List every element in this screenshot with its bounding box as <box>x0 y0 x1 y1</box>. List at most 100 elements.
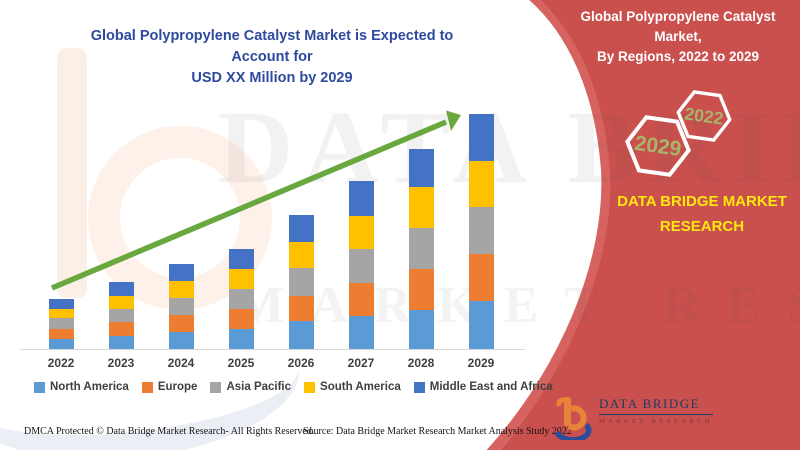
bar-segment <box>168 264 194 281</box>
legend-swatch <box>304 381 316 393</box>
legend-swatch <box>34 381 45 393</box>
bar-segment <box>288 296 314 321</box>
bar-2027 <box>348 181 374 349</box>
source-note: Source: Data Bridge Market Research Mark… <box>303 426 572 437</box>
bar-segment <box>408 269 434 310</box>
legend-label: Middle East and Africa <box>429 381 553 393</box>
bar-segment <box>408 228 434 269</box>
bar-segment <box>48 309 74 318</box>
bar-segment <box>168 281 194 298</box>
bar-segment <box>408 187 434 228</box>
chart-legend: North America Europe Asia Pacific South Ame… <box>34 381 553 393</box>
company-logo-icon <box>554 397 592 440</box>
company-logo: DATA BRIDGE MARKET RESEARCH <box>554 396 713 440</box>
bar-segment <box>108 336 134 349</box>
trend-arrow-line <box>50 119 448 291</box>
hexagon-2029-label: 2029 <box>633 132 682 161</box>
legend-label: Europe <box>157 381 198 393</box>
legend-label: South America <box>320 381 401 393</box>
bar-segment <box>408 149 434 187</box>
bar-segment <box>468 254 494 301</box>
bar-2024 <box>168 264 194 349</box>
bar-segment <box>408 310 434 349</box>
bar-segment <box>288 321 314 349</box>
hexagon-2022-label: 2022 <box>683 103 725 128</box>
trend-arrow-head <box>446 110 461 131</box>
year-hexagons: 2029 2022 <box>625 90 732 177</box>
x-axis-label: 2029 <box>467 356 495 370</box>
bar-segment <box>108 309 134 322</box>
legend-item: South America <box>304 381 401 393</box>
bar-segment <box>228 329 254 349</box>
bar-segment <box>348 216 374 249</box>
chart-title-line2: USD XX Million by 2029 <box>191 70 353 86</box>
bar-segment <box>228 249 254 269</box>
x-axis-label: 2028 <box>407 356 435 370</box>
bar-segment <box>468 207 494 254</box>
legend-item: Europe <box>141 381 198 393</box>
x-axis-line <box>20 349 525 350</box>
bar-segment <box>108 296 134 309</box>
copyright-notice: DMCA Protected © Data Bridge Market Rese… <box>24 426 315 437</box>
company-logo-subtitle: MARKET RESEARCH <box>599 418 713 425</box>
bar-segment <box>48 339 74 349</box>
hexagon-2029-border <box>625 115 691 177</box>
bar-segment <box>48 329 74 339</box>
bar-segment <box>168 315 194 332</box>
x-axis-label: 2027 <box>347 356 375 370</box>
bar-2029 <box>468 114 494 349</box>
legend-item: North America <box>34 381 129 393</box>
bar-2023 <box>108 282 134 349</box>
ribbon-title-line1: Global Polypropylene Catalyst Market, <box>580 9 776 44</box>
hexagon-2022-border <box>676 90 732 142</box>
ribbon-title-line2: By Regions, 2022 to 2029 <box>596 49 760 64</box>
bar-segment <box>108 282 134 296</box>
legend-swatch <box>413 381 425 393</box>
bar-segment <box>348 181 374 216</box>
bar-segment <box>288 215 314 242</box>
company-logo-name: DATA BRIDGE <box>599 396 713 415</box>
bar-segment <box>348 316 374 349</box>
x-axis-label: 2026 <box>287 356 315 370</box>
legend-label: North America <box>50 381 129 393</box>
brand-name-line1: DATA BRIDGE MARKET <box>617 193 787 210</box>
legend-swatch <box>141 381 153 393</box>
legend-swatch <box>210 381 222 393</box>
x-axis-label: 2022 <box>47 356 75 370</box>
bar-2026 <box>288 215 314 349</box>
chart-title-line1: Global Polypropylene Catalyst Market is … <box>90 28 454 65</box>
bar-2025 <box>228 249 254 349</box>
bar-segment <box>48 318 74 329</box>
bar-segment <box>48 299 74 309</box>
ribbon-shape <box>500 0 800 450</box>
bar-2028 <box>408 149 434 349</box>
bar-segment <box>468 114 494 161</box>
company-logo-text: DATA BRIDGE MARKET RESEARCH <box>599 396 713 425</box>
bar-segment <box>168 332 194 349</box>
bar-segment <box>168 298 194 315</box>
bar-segment <box>228 309 254 329</box>
ribbon-edge-stripe <box>486 0 612 450</box>
bar-segment <box>228 289 254 309</box>
brand-name: DATA BRIDGE MARKET RESEARCH <box>602 189 800 239</box>
bar-segment <box>108 322 134 336</box>
legend-item: Middle East and Africa <box>413 381 553 393</box>
bar-segment <box>468 301 494 349</box>
brand-name-line2: RESEARCH <box>659 218 745 235</box>
bar-segment <box>468 161 494 207</box>
bar-2022 <box>48 299 74 349</box>
bar-segment <box>348 283 374 316</box>
legend-label: Asia Pacific <box>226 381 292 393</box>
x-axis-label: 2023 <box>107 356 135 370</box>
x-axis-label: 2024 <box>167 356 195 370</box>
bar-segment <box>348 249 374 283</box>
bar-segment <box>288 242 314 268</box>
bar-segment <box>228 269 254 289</box>
legend-item: Asia Pacific <box>210 381 291 393</box>
chart-title: Global Polypropylene Catalyst Market is … <box>60 26 484 89</box>
x-axis-label: 2025 <box>227 356 255 370</box>
bar-segment <box>288 268 314 296</box>
